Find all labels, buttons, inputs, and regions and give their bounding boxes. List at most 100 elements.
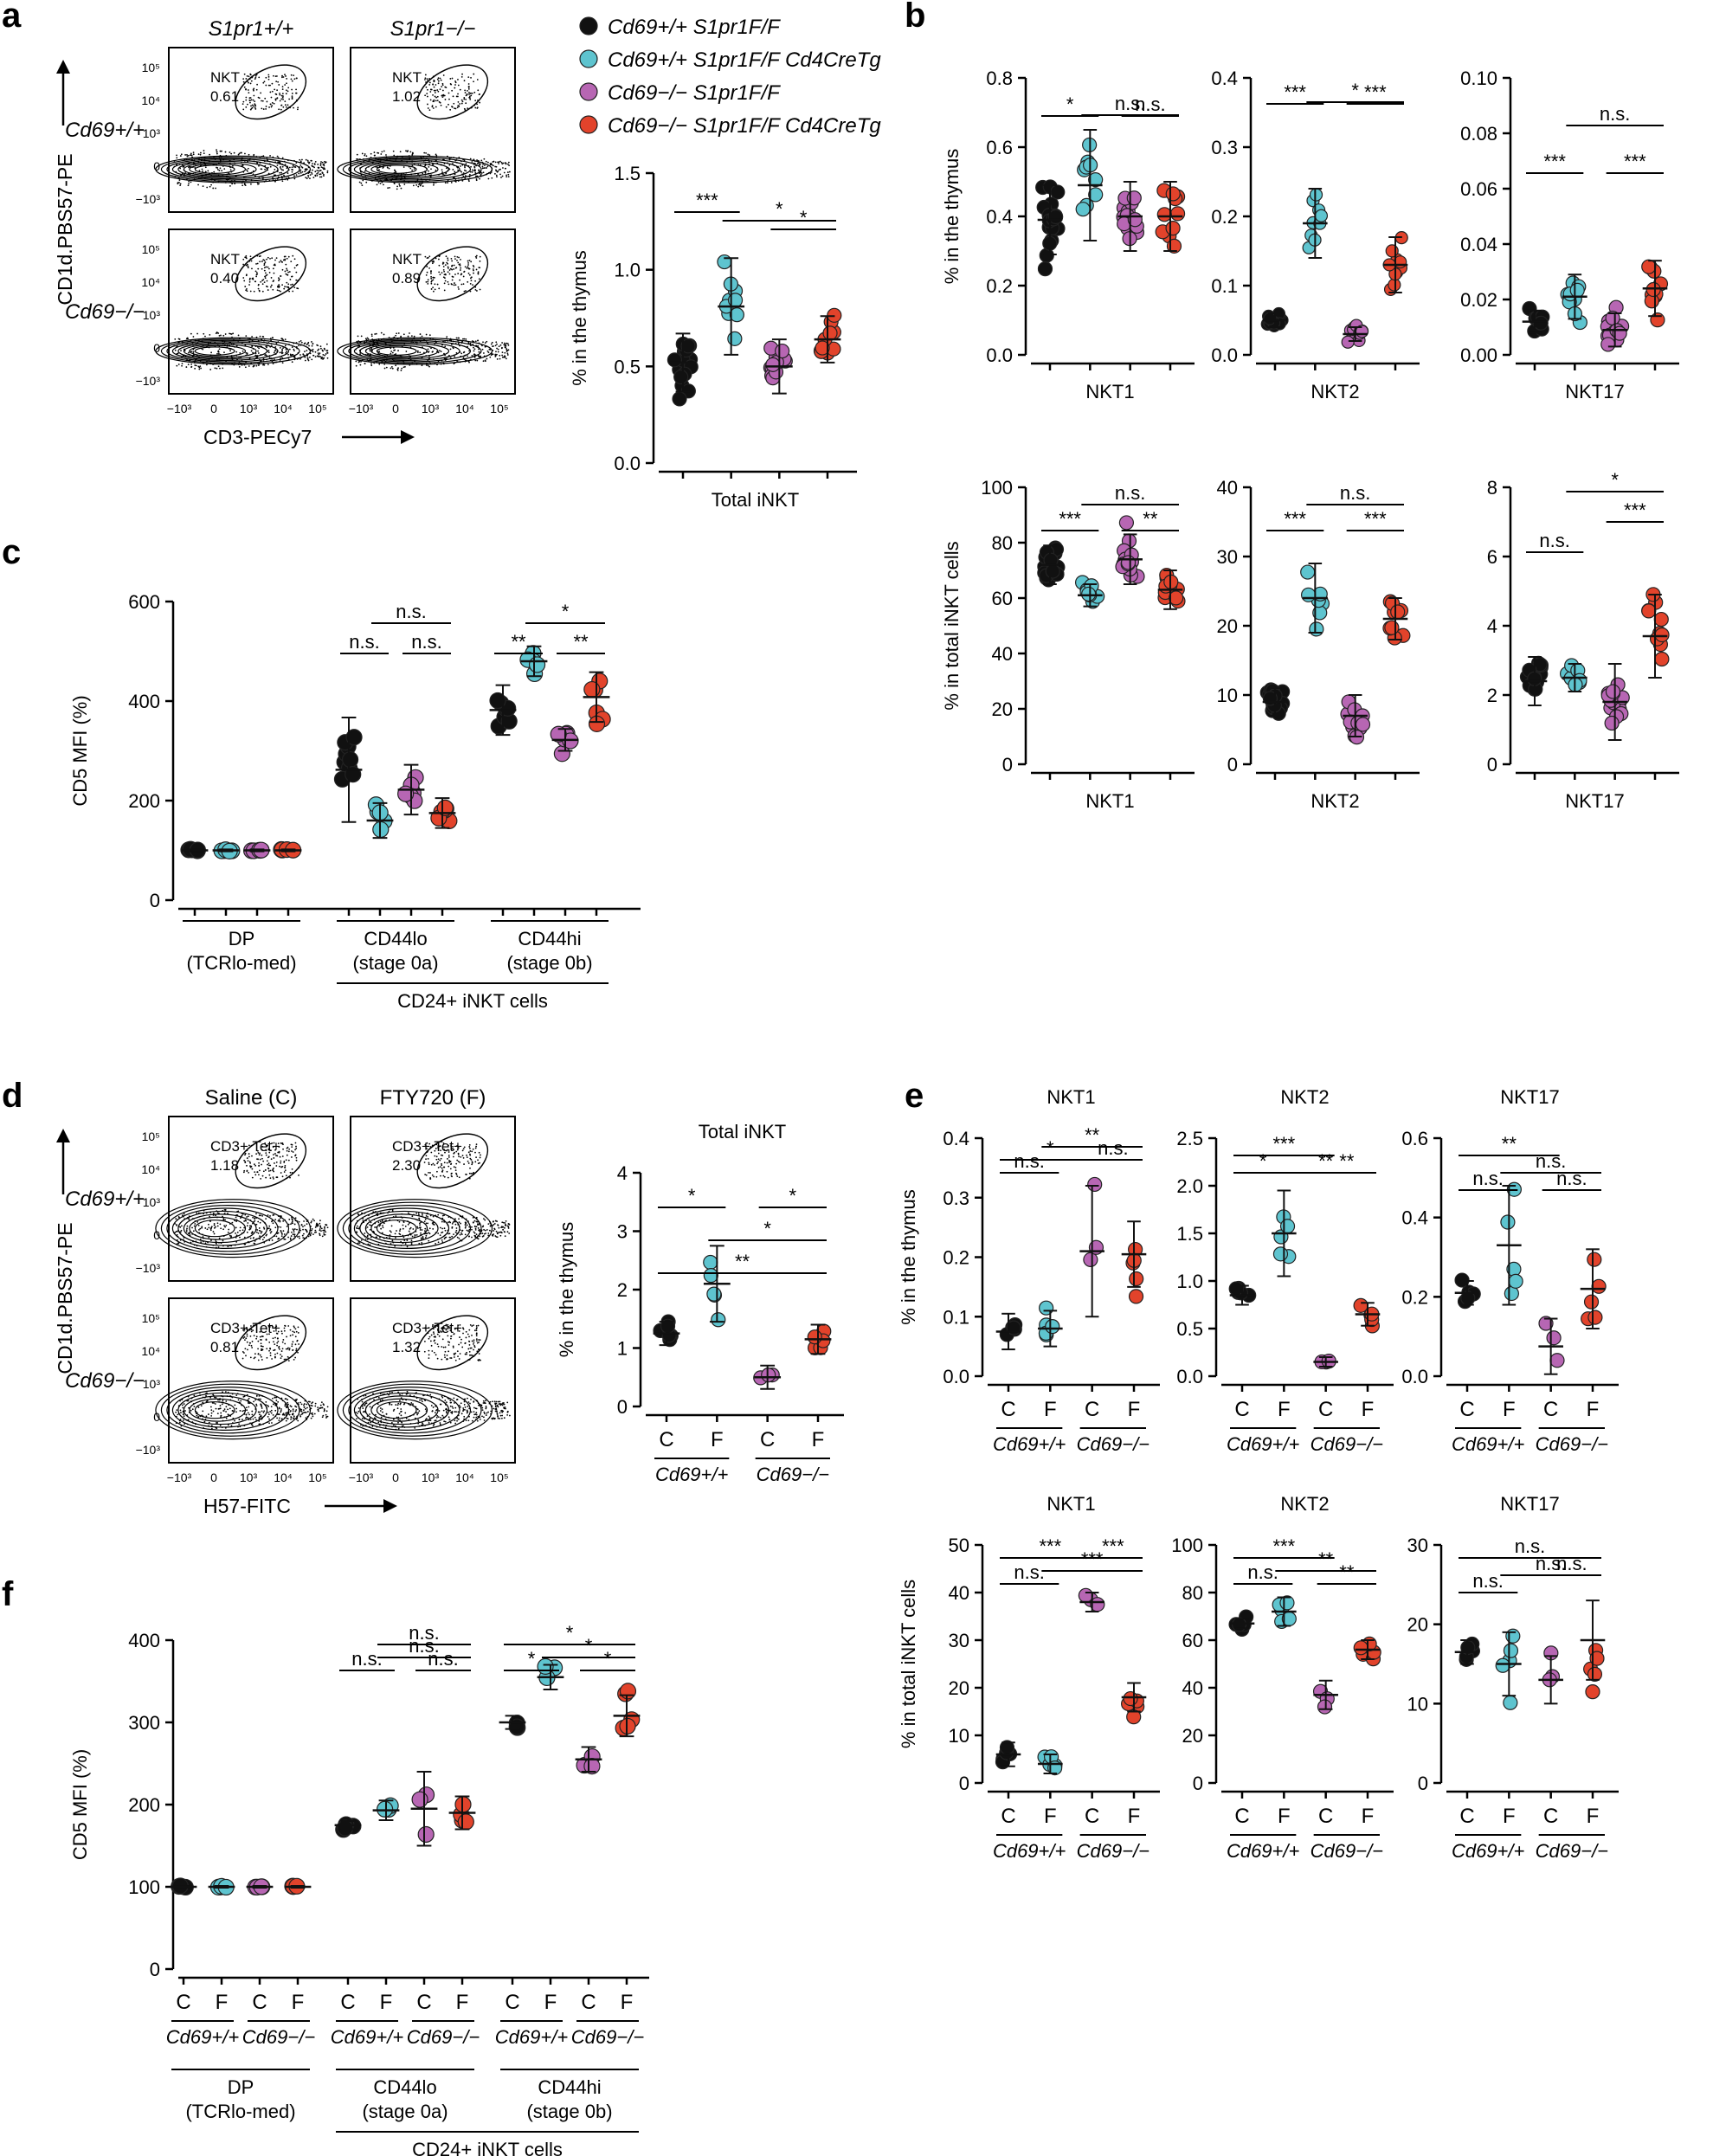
event-dot bbox=[500, 1226, 502, 1229]
event-dot bbox=[286, 257, 288, 260]
event-dot bbox=[310, 1417, 312, 1419]
event-dot bbox=[459, 269, 461, 271]
event-dot bbox=[246, 74, 248, 77]
event-dot bbox=[265, 1400, 267, 1403]
event-dot bbox=[430, 272, 432, 274]
event-dot bbox=[495, 353, 498, 356]
event-dot bbox=[203, 1420, 206, 1423]
event-dot bbox=[467, 264, 469, 266]
event-dot bbox=[452, 1407, 454, 1409]
event-dot bbox=[469, 1157, 472, 1160]
event-dot bbox=[381, 151, 383, 153]
flow-y-label: CD1d.PBS57-PE bbox=[54, 153, 76, 305]
event-dot bbox=[468, 1340, 470, 1342]
event-dot bbox=[442, 1346, 445, 1348]
event-dot bbox=[274, 349, 277, 351]
event-dot bbox=[458, 1237, 460, 1239]
event-dot bbox=[302, 1409, 305, 1412]
event-dot bbox=[241, 164, 244, 167]
event-dot bbox=[441, 1396, 444, 1399]
event-dot bbox=[473, 1411, 475, 1413]
event-dot bbox=[317, 1408, 319, 1411]
data-point bbox=[1165, 186, 1181, 202]
event-dot bbox=[402, 1224, 404, 1226]
legend-label: Cd69+/+ S1pr1F/F bbox=[608, 16, 781, 39]
event-dot bbox=[438, 1410, 441, 1412]
flow-y-tick: −10³ bbox=[136, 1261, 161, 1275]
event-dot bbox=[313, 163, 316, 165]
event-dot bbox=[278, 280, 280, 281]
event-dot bbox=[227, 1408, 229, 1411]
event-dot bbox=[176, 157, 178, 159]
event-dot bbox=[278, 277, 280, 280]
event-dot bbox=[505, 1220, 507, 1222]
event-dot bbox=[449, 1160, 452, 1162]
event-dot bbox=[303, 1406, 306, 1408]
event-dot bbox=[257, 1359, 260, 1361]
event-dot bbox=[292, 1219, 293, 1221]
event-dot bbox=[187, 351, 190, 354]
event-dot bbox=[506, 1225, 509, 1227]
event-dot bbox=[268, 106, 270, 108]
event-dot bbox=[454, 107, 457, 110]
event-dot bbox=[277, 285, 280, 287]
event-dot bbox=[273, 1349, 275, 1352]
event-dot bbox=[486, 357, 488, 360]
flow-y-tick: 10⁵ bbox=[142, 61, 160, 74]
event-dot bbox=[484, 359, 486, 362]
event-dot bbox=[288, 1413, 291, 1416]
event-dot bbox=[470, 1398, 472, 1400]
event-dot bbox=[267, 1170, 270, 1172]
event-dot bbox=[260, 1398, 261, 1400]
event-dot bbox=[275, 1400, 278, 1401]
event-dot bbox=[468, 350, 470, 352]
event-dot bbox=[260, 280, 262, 283]
event-dot bbox=[456, 1419, 458, 1422]
event-dot bbox=[468, 274, 471, 276]
event-dot bbox=[294, 1410, 297, 1413]
significance-label: * bbox=[776, 198, 783, 220]
event-dot bbox=[459, 1162, 461, 1163]
event-dot bbox=[388, 167, 390, 170]
event-dot bbox=[229, 184, 231, 187]
event-dot bbox=[427, 280, 429, 283]
data-point bbox=[765, 357, 781, 372]
event-dot bbox=[197, 1406, 200, 1408]
event-dot bbox=[441, 272, 443, 274]
event-dot bbox=[292, 1151, 294, 1153]
event-dot bbox=[252, 1216, 254, 1219]
event-dot bbox=[487, 1234, 490, 1237]
event-dot bbox=[277, 80, 280, 83]
event-dot bbox=[463, 270, 466, 273]
event-dot bbox=[289, 1176, 291, 1179]
event-dot bbox=[356, 1225, 358, 1227]
event-dot bbox=[395, 171, 396, 173]
event-dot bbox=[307, 161, 309, 163]
event-dot bbox=[263, 269, 266, 272]
event-dot bbox=[193, 1394, 196, 1397]
event-dot bbox=[321, 1416, 324, 1419]
event-dot bbox=[251, 1347, 254, 1348]
event-dot bbox=[285, 1348, 287, 1350]
event-dot bbox=[261, 283, 264, 286]
event-dot bbox=[220, 334, 222, 337]
event-dot bbox=[202, 185, 204, 188]
event-dot bbox=[454, 171, 456, 173]
event-dot bbox=[495, 165, 498, 168]
event-dot bbox=[265, 345, 267, 348]
event-dot bbox=[259, 1158, 261, 1161]
event-dot bbox=[243, 73, 246, 75]
event-dot bbox=[494, 161, 497, 164]
event-dot bbox=[239, 1236, 241, 1239]
event-dot bbox=[263, 1227, 266, 1230]
event-dot bbox=[358, 181, 361, 183]
legend-label: Cd69−/− S1pr1F/F bbox=[608, 81, 781, 105]
event-dot bbox=[457, 342, 460, 344]
event-dot bbox=[492, 1220, 494, 1223]
event-dot bbox=[467, 267, 470, 270]
event-dot bbox=[478, 278, 480, 280]
event-dot bbox=[433, 183, 435, 186]
event-dot bbox=[464, 92, 467, 93]
event-dot bbox=[248, 1228, 251, 1231]
event-dot bbox=[187, 154, 190, 157]
